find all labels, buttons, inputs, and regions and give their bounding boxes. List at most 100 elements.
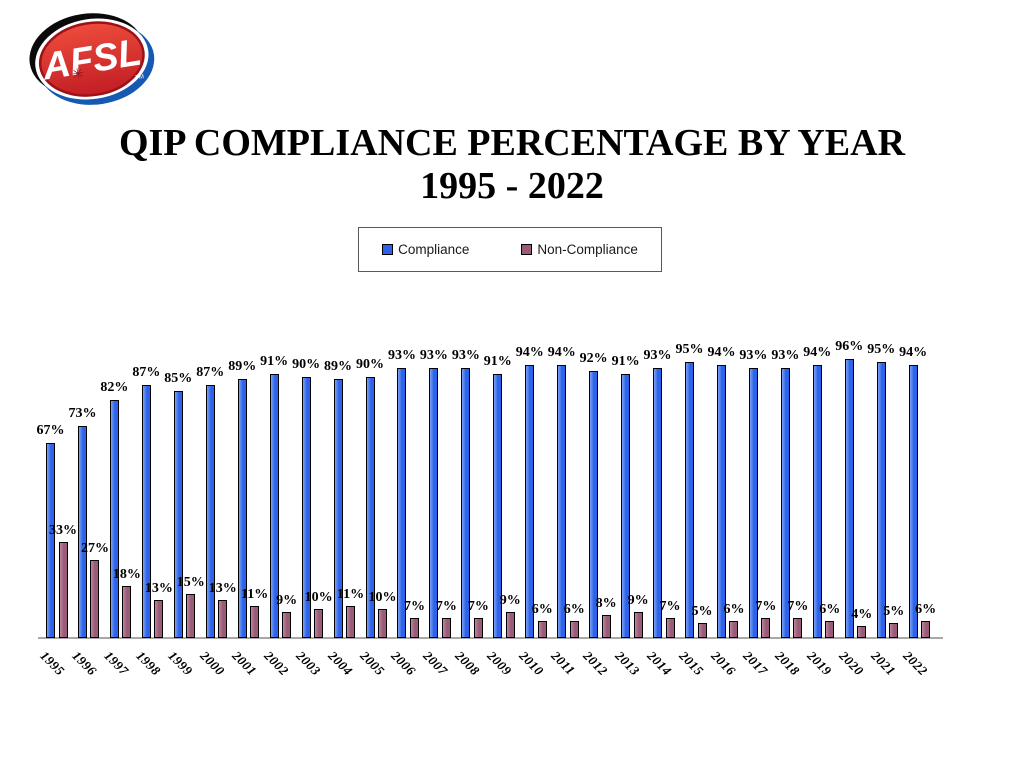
x-axis-year-label: 2005	[356, 648, 388, 679]
compliance-bar	[748, 368, 758, 638]
x-axis-year-label: 2009	[484, 648, 516, 679]
legend-item-compliance: Compliance	[382, 242, 469, 257]
logo-red-oval	[38, 21, 145, 97]
compliance-value-label: 92%	[579, 351, 608, 366]
x-axis-year-label: 2008	[452, 648, 484, 679]
compliance-bar	[173, 391, 183, 638]
chart-title-line2: 1995 - 2022	[420, 164, 604, 207]
x-axis-year-label: 2021	[868, 648, 899, 679]
noncompliance-bar	[729, 621, 739, 638]
x-axis-year-label: 2012	[580, 648, 611, 679]
noncompliance-bar	[537, 621, 547, 638]
noncompliance-bar	[58, 542, 68, 638]
noncompliance-value-label: 5%	[883, 604, 905, 619]
noncompliance-value-label: 13%	[208, 581, 237, 596]
x-axis-year-label: 1999	[165, 648, 196, 679]
noncompliance-value-label: 27%	[80, 541, 109, 556]
x-axis-year-label: 2000	[197, 648, 228, 679]
noncompliance-bar	[633, 612, 643, 638]
compliance-bar	[461, 368, 471, 638]
noncompliance-bar	[90, 560, 100, 638]
compliance-bar	[333, 379, 343, 638]
compliance-swatch-icon	[382, 244, 394, 255]
noncompliance-bar	[569, 621, 579, 638]
noncompliance-value-label: 9%	[627, 593, 649, 608]
noncompliance-bar	[378, 609, 387, 638]
noncompliance-bar	[473, 618, 483, 638]
x-axis-year-label: 2013	[612, 648, 643, 679]
compliance-bar	[365, 377, 375, 638]
compliance-bar	[141, 385, 151, 638]
noncompliance-bar	[793, 618, 803, 638]
compliance-value-label: 96%	[835, 339, 864, 354]
compliance-bar	[46, 443, 55, 638]
legend: Compliance Non-Compliance	[358, 227, 662, 272]
noncompliance-value-label: 5%	[691, 604, 713, 619]
compliance-value-label: 73%	[68, 406, 97, 421]
compliance-bar	[237, 379, 247, 638]
noncompliance-value-label: 6%	[563, 602, 585, 617]
x-axis-year-label: 2014	[644, 648, 675, 679]
noncompliance-value-label: 6%	[915, 602, 937, 617]
noncompliance-value-label: 9%	[276, 593, 298, 608]
noncompliance-bar	[825, 621, 835, 638]
compliance-value-label: 94%	[899, 345, 928, 360]
noncompliance-value-label: 13%	[144, 581, 173, 596]
x-axis-year-label: 2004	[324, 648, 356, 679]
compliance-bar	[557, 365, 567, 638]
compliance-bar	[397, 368, 407, 638]
compliance-bar	[77, 426, 87, 638]
compliance-value-label: 93%	[771, 348, 800, 363]
noncompliance-value-label: 10%	[304, 590, 333, 605]
compliance-value-label: 87%	[132, 365, 161, 380]
compliance-value-label: 93%	[419, 348, 448, 363]
noncompliance-bar	[921, 621, 931, 638]
noncompliance-value-label: 11%	[241, 587, 269, 602]
x-axis-year-label: 1998	[133, 648, 164, 679]
compliance-bar	[812, 365, 822, 638]
noncompliance-value-label: 15%	[176, 575, 205, 590]
compliance-value-label: 82%	[100, 380, 129, 395]
x-axis-year-label: 2018	[772, 648, 803, 679]
noncompliance-bar	[697, 623, 707, 638]
noncompliance-bar	[761, 618, 771, 638]
compliance-value-label: 90%	[292, 357, 321, 372]
x-axis-year-label: 2003	[292, 648, 324, 679]
x-axis-year-label: 2017	[740, 648, 771, 679]
noncompliance-bar	[250, 606, 260, 638]
noncompliance-bar	[186, 594, 196, 638]
x-axis-year-label: 2010	[516, 648, 548, 679]
compliance-value-label: 93%	[387, 348, 416, 363]
compliance-value-label: 91%	[260, 354, 289, 369]
x-axis-year-label: 2006	[388, 648, 420, 679]
compliance-bar	[589, 371, 599, 638]
x-axis-year-label: 2022	[900, 648, 931, 679]
legend-label-noncompliance: Non-Compliance	[537, 242, 638, 257]
compliance-bar	[844, 359, 854, 638]
noncompliance-bar	[282, 612, 292, 638]
legend-item-noncompliance: Non-Compliance	[521, 242, 638, 257]
compliance-bar	[621, 374, 631, 638]
compliance-bar	[301, 377, 311, 638]
compliance-bar	[908, 365, 918, 638]
compliance-value-label: 94%	[515, 345, 544, 360]
noncompliance-value-label: 6%	[723, 602, 745, 617]
x-axis-year-label: 2002	[261, 648, 292, 679]
noncompliance-bar	[601, 615, 611, 638]
noncompliance-bar	[889, 623, 899, 638]
chart-title-line1: QIP COMPLIANCE PERCENTAGE BY YEAR	[118, 122, 906, 164]
compliance-value-label: 67%	[36, 423, 65, 438]
compliance-bar	[109, 400, 119, 638]
x-axis-year-label: 2019	[804, 648, 835, 679]
noncompliance-bar	[441, 618, 451, 638]
compliance-value-label: 89%	[324, 359, 353, 374]
x-axis-year-label: 2001	[229, 648, 260, 679]
compliance-bar	[716, 365, 726, 638]
noncompliance-value-label: 9%	[499, 593, 521, 608]
compliance-value-label: 94%	[803, 345, 832, 360]
compliance-bar	[685, 362, 694, 638]
noncompliance-value-label: 7%	[403, 599, 425, 614]
x-axis-line	[38, 637, 943, 639]
logo-star-icon: ✳	[71, 67, 85, 84]
